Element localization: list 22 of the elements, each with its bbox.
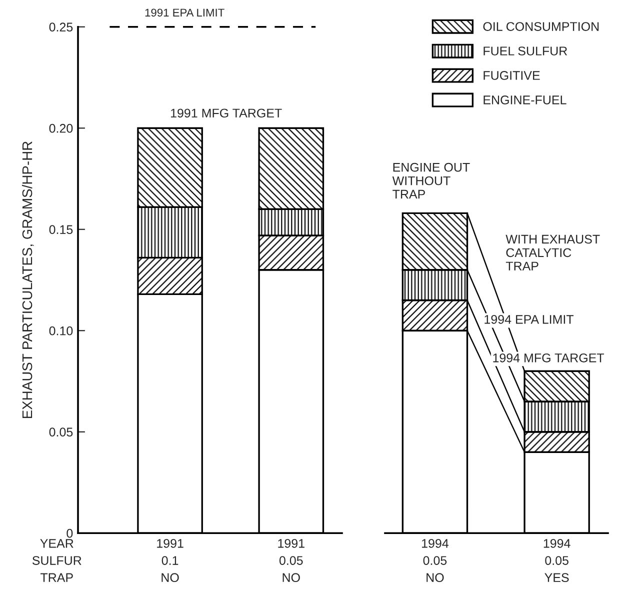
text: YEAR SULFUR TRAP <box>32 539 82 582</box>
legend-label: OIL CONSUMPTION <box>483 22 599 31</box>
y-tick-label: 0.20 <box>49 124 73 133</box>
legend-label: FUEL SULFUR <box>484 46 568 56</box>
y-axis-title: EXHAUST PARTICULATES, GRAMS/HP-HR <box>22 141 34 418</box>
y-tick-label: 0.25 <box>49 22 73 32</box>
legend-label: ENGINE-FUEL <box>484 96 566 104</box>
annotation: 1994 EPA LIMIT <box>484 314 574 324</box>
annotation: 1991 MFG TARGET <box>170 108 282 118</box>
y-tick-label: 0 <box>66 528 73 538</box>
x-tick-label: 1991 0.05 NO <box>278 539 304 582</box>
legend-label: FUGITIVE <box>484 71 540 80</box>
x-tick-label: 1994 0.05 NO <box>422 539 448 582</box>
y-tick-label: 0.10 <box>49 326 73 336</box>
annotation: 1994 MFG TARGET <box>493 353 604 362</box>
annotation: WITH EXHAUST CATALYTIC TRAP <box>506 234 600 270</box>
ref-line-label: 1991 EPA LIMIT <box>145 8 224 17</box>
x-tick-label: 1991 0.1 NO <box>157 539 184 582</box>
y-tick-label: 0.15 <box>49 225 73 234</box>
y-tick-label: 0.05 <box>49 428 73 437</box>
annotation: ENGINE OUT WITHOUT TRAP <box>392 162 470 199</box>
x-tick-label: 1994 0.05 YES <box>544 539 570 582</box>
